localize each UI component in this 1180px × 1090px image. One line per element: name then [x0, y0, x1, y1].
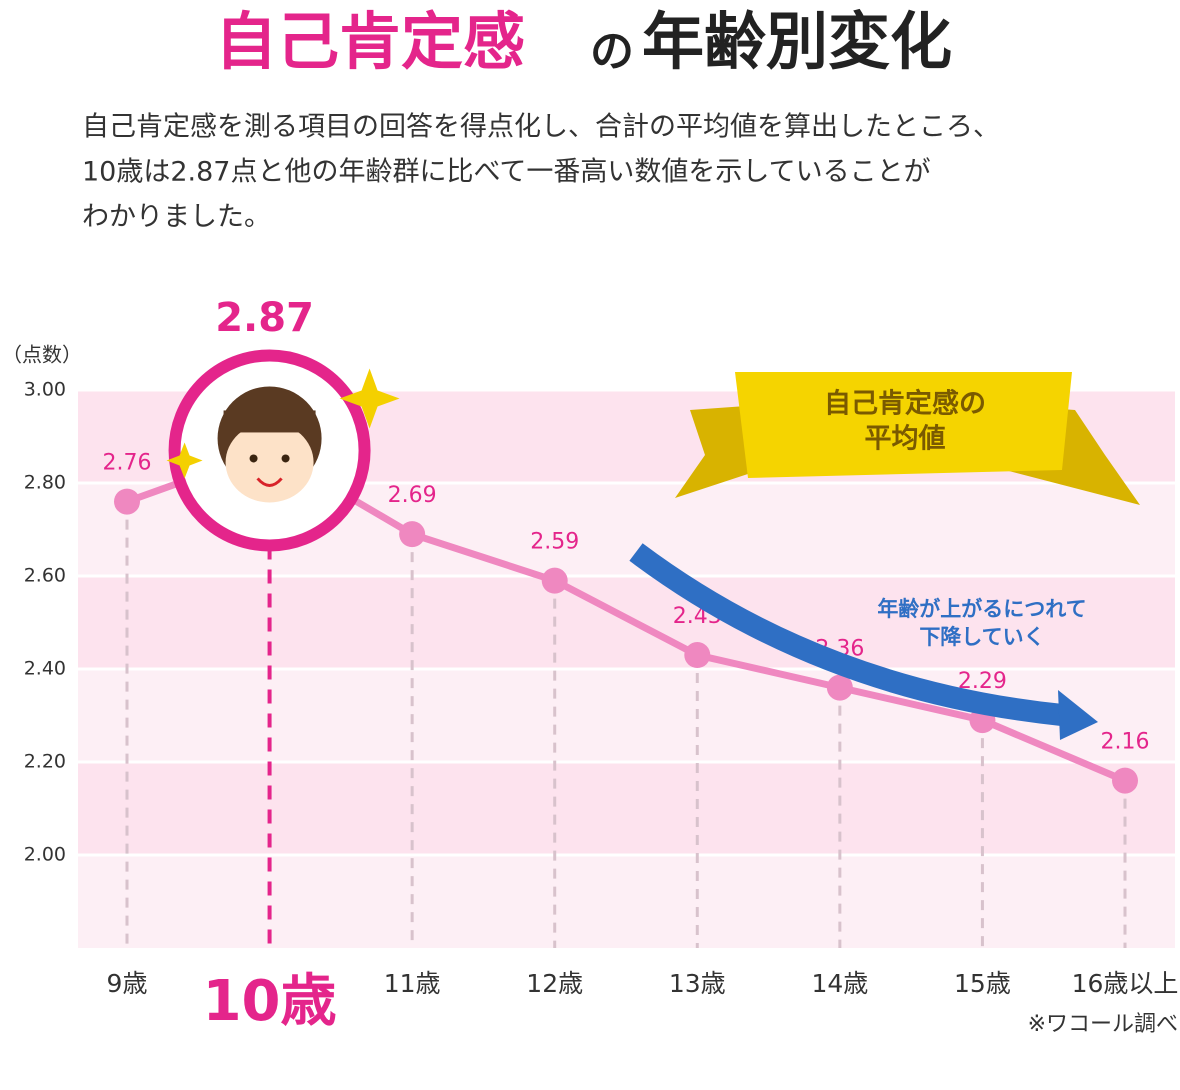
source: ※ワコール調べ [1028, 1012, 1178, 1037]
x-tick-label: 12歳 [526, 969, 583, 998]
face [225, 422, 314, 503]
trend-text: 下降していく [919, 625, 1044, 649]
ribbon [735, 372, 1072, 478]
trend-text: 年齢が上がるにつれて [877, 597, 1086, 621]
y-tick-label: 2.20 [24, 751, 66, 773]
point [114, 488, 140, 515]
x-tick-label-highlight: 10歳 [203, 969, 337, 1034]
banner: 自己肯定感の 平均値 [675, 372, 1140, 505]
point [1112, 767, 1138, 794]
point [826, 674, 853, 701]
point [684, 642, 711, 669]
eye [281, 454, 290, 463]
value-label: 2.16 [1101, 730, 1150, 755]
point [541, 567, 568, 594]
sparkle [166, 442, 203, 479]
x-tick-label: 11歳 [384, 969, 441, 998]
value-label: 2.69 [388, 483, 437, 508]
y-tick-label: 2.60 [24, 565, 66, 587]
title-connector: の [590, 26, 634, 77]
value-label-highlight: 2.87 [215, 295, 314, 341]
banner-text: 自己肯定感の [824, 388, 986, 420]
banner-text: 平均値 [865, 424, 946, 455]
band [78, 855, 1175, 948]
sparkle [339, 368, 400, 429]
value-label: 2.76 [103, 451, 152, 476]
y-tick-label: 2.00 [24, 844, 66, 866]
y-tick-label: 2.80 [24, 472, 66, 494]
y-tick-label: 2.40 [24, 658, 66, 680]
y-axis-label: （点数） [2, 343, 82, 367]
eye [249, 454, 258, 463]
y-tick-label: 3.00 [24, 379, 66, 401]
description: 自己肯定感を測る項目の回答を得点化し、合計の平均値を算出したところ、 [82, 112, 1000, 143]
x-tick-label: 14歳 [811, 969, 868, 998]
ribbon-tail [675, 405, 760, 498]
arrow-body [629, 543, 1064, 726]
x-tick-label: 9歳 [107, 969, 148, 998]
arrow-head [1058, 690, 1098, 740]
bangs [223, 410, 316, 433]
description: わかりました。 [82, 202, 271, 233]
value-label: 2.59 [530, 530, 579, 555]
title-rest: 年齢別変化 [642, 5, 952, 78]
title-highlight: 自己肯定感 [215, 5, 525, 78]
point [399, 521, 426, 548]
band [78, 576, 1175, 669]
x-tick-label: 13歳 [669, 969, 726, 998]
x-tick-label: 15歳 [954, 969, 1011, 998]
description: 10歳は2.87点と他の年齢群に比べて一番高い数値を示していることが [82, 157, 931, 188]
x-tick-label: 16歳以上 [1072, 969, 1179, 998]
trend-arrow: 年齢が上がるにつれて 下降していく [629, 543, 1098, 740]
mouth [256, 477, 283, 487]
band [78, 762, 1175, 855]
